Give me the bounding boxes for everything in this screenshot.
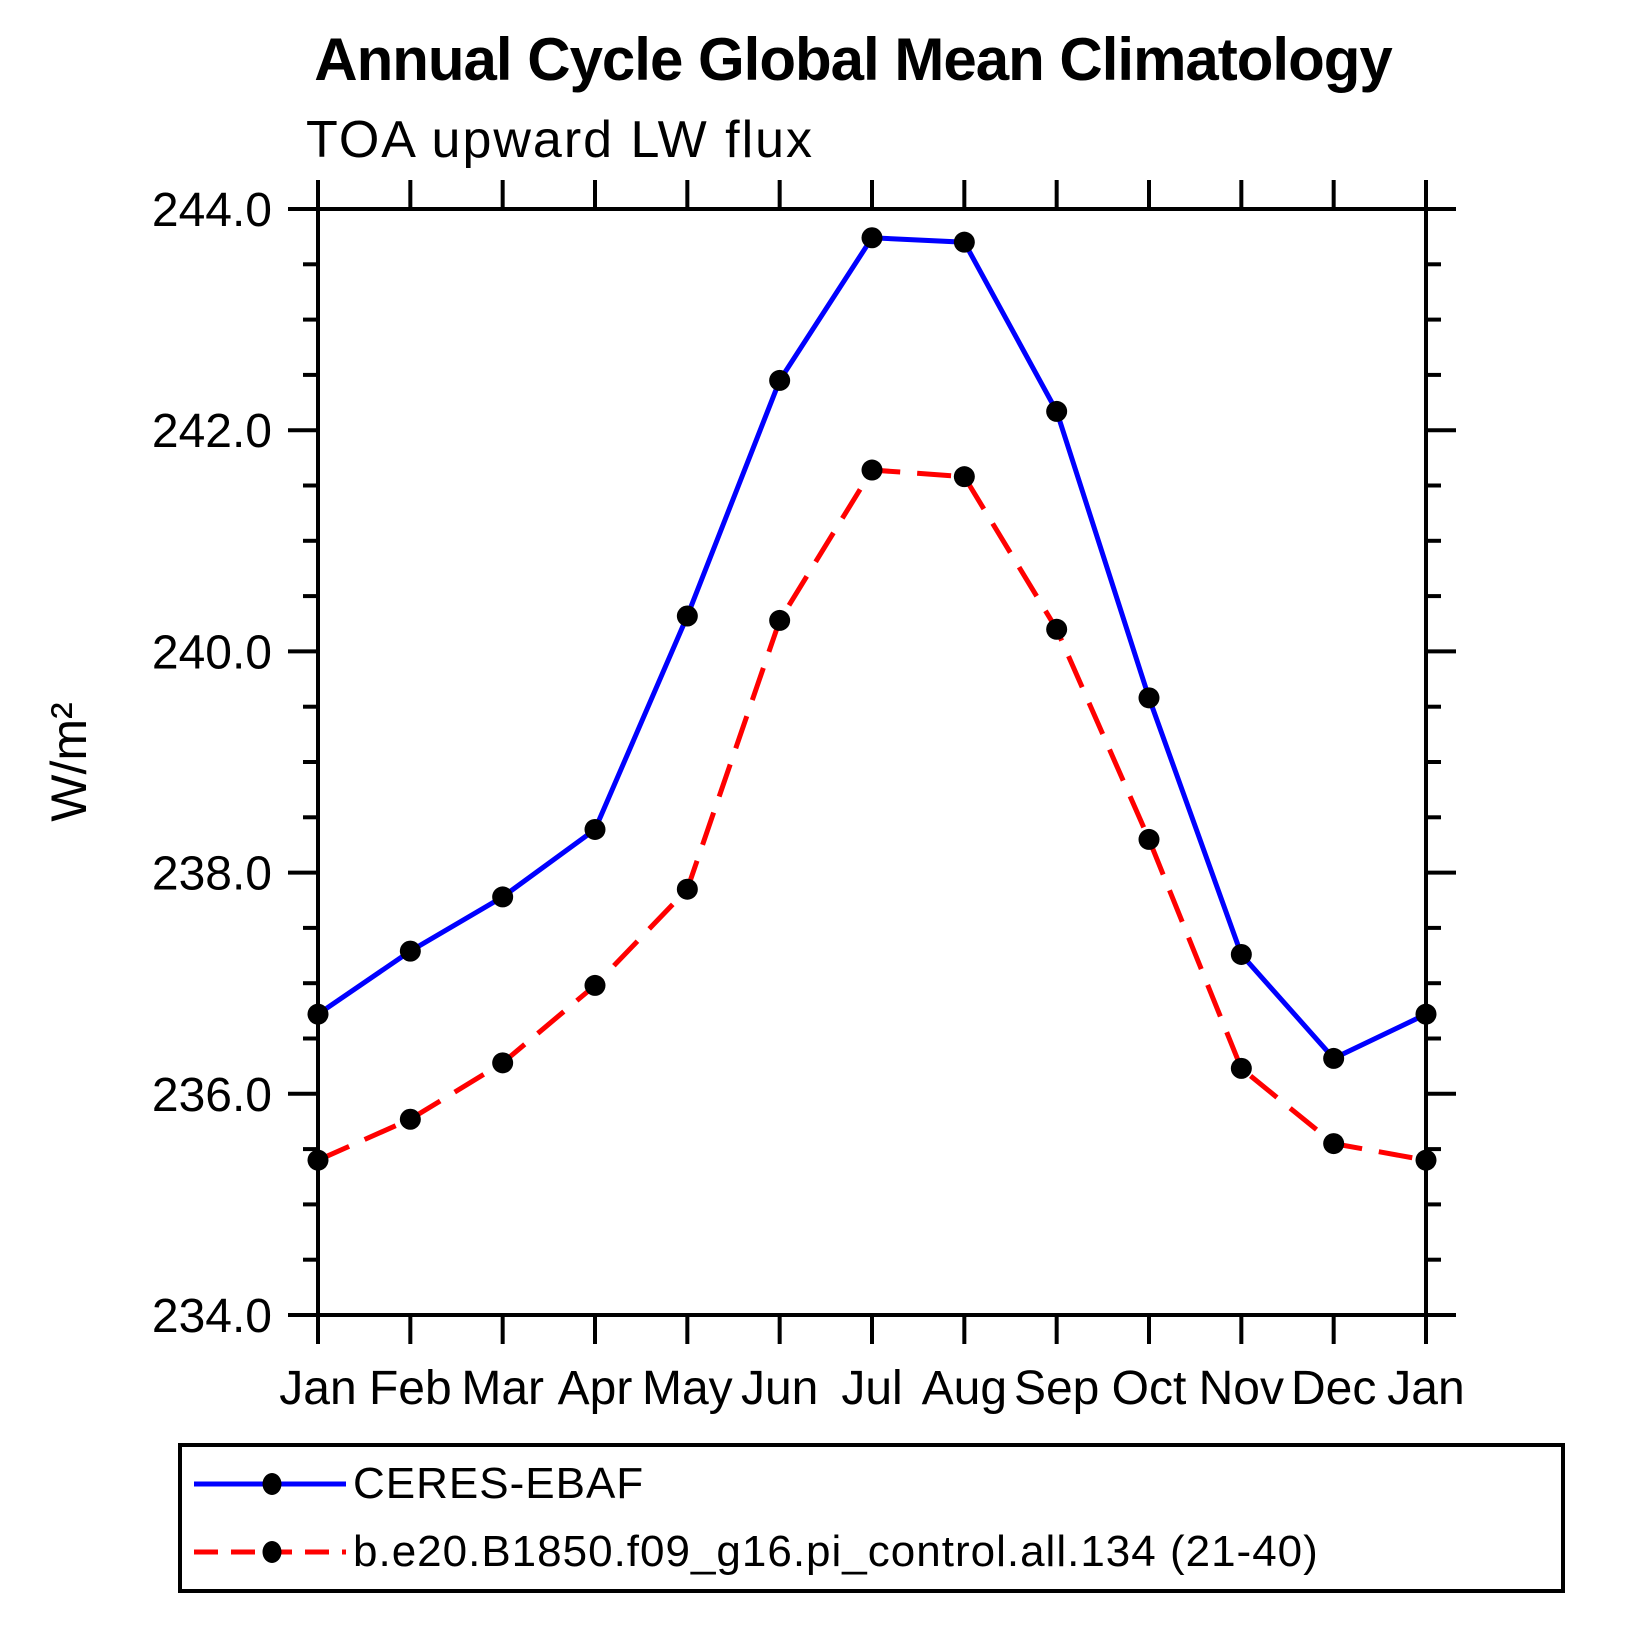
data-point-marker xyxy=(307,1003,329,1025)
plot-frame xyxy=(316,207,1428,1317)
data-point-marker xyxy=(1323,1133,1345,1155)
data-point-marker xyxy=(1323,1047,1345,1069)
data-point-marker xyxy=(492,886,514,908)
x-tick-label: Nov xyxy=(1199,1362,1284,1415)
legend-solid-line-sample xyxy=(194,1473,346,1495)
data-point-marker xyxy=(861,459,883,481)
series-line-model xyxy=(316,467,1427,1163)
data-point-marker xyxy=(676,878,698,900)
x-tick-label: Jun xyxy=(741,1362,818,1415)
data-point-marker xyxy=(307,1149,329,1171)
data-point-marker xyxy=(1046,400,1068,422)
data-point-marker xyxy=(1230,943,1252,965)
x-tick-label: Apr xyxy=(558,1362,633,1415)
legend-item-model: b.e20.B1850.f09_g16.pi_control.all.134 (… xyxy=(188,1527,1319,1576)
data-point-marker xyxy=(861,227,883,249)
data-point-marker xyxy=(1138,687,1160,709)
data-point-marker xyxy=(1415,1149,1437,1171)
legend-item-ceres-ebaf: CERES-EBAF xyxy=(188,1459,645,1508)
data-point-marker xyxy=(492,1052,514,1074)
x-tick-label: Jan xyxy=(279,1362,356,1415)
legend-dashed-line-sample xyxy=(194,1541,346,1563)
y-tick-label: 238.0 xyxy=(152,848,272,901)
data-point-marker xyxy=(953,231,975,253)
x-tick-label: Jul xyxy=(841,1362,902,1415)
y-tick-label: 244.0 xyxy=(152,184,272,237)
legend-marker-dot xyxy=(262,1473,282,1495)
page-title: Annual Cycle Global Mean Climatology xyxy=(314,26,1393,93)
x-tick-label: Feb xyxy=(369,1362,452,1415)
x-tick-label: Aug xyxy=(922,1362,1007,1415)
data-point-marker xyxy=(399,940,421,962)
data-point-marker xyxy=(584,974,606,996)
data-point-marker xyxy=(769,609,791,631)
data-point-marker xyxy=(1046,618,1068,640)
y-tick-label: 236.0 xyxy=(152,1069,272,1122)
series-line-ceres-ebaf xyxy=(316,235,1428,1062)
y-axis-label: W/m² xyxy=(41,702,97,821)
y-tick-label: 242.0 xyxy=(152,405,272,458)
data-point-marker xyxy=(953,466,975,488)
y-tick-label: 234.0 xyxy=(152,1290,272,1343)
x-tick-label: Oct xyxy=(1112,1362,1187,1415)
x-tick-label: Sep xyxy=(1014,1362,1099,1415)
data-point-marker xyxy=(676,605,698,627)
legend-label-model: b.e20.B1850.f09_g16.pi_control.all.134 (… xyxy=(353,1527,1319,1576)
data-point-marker xyxy=(584,818,606,840)
legend: CERES-EBAF b.e20.B1850.f09_g16.pi_contro… xyxy=(178,1443,1565,1593)
x-tick-label: Dec xyxy=(1291,1362,1376,1415)
data-point-marker xyxy=(769,369,791,391)
y-tick-label: 240.0 xyxy=(152,626,272,679)
legend-marker-dot xyxy=(262,1541,282,1563)
x-tick-label: May xyxy=(642,1362,733,1415)
x-tick-label: Mar xyxy=(461,1362,544,1415)
data-point-marker xyxy=(1230,1057,1252,1079)
data-point-marker xyxy=(1415,1003,1437,1025)
data-point-marker xyxy=(1138,828,1160,850)
data-point-marker xyxy=(399,1108,421,1130)
chart-subtitle: TOA upward LW flux xyxy=(306,111,815,169)
legend-label-ceres-ebaf: CERES-EBAF xyxy=(353,1459,645,1508)
x-tick-label: Jan xyxy=(1387,1362,1464,1415)
